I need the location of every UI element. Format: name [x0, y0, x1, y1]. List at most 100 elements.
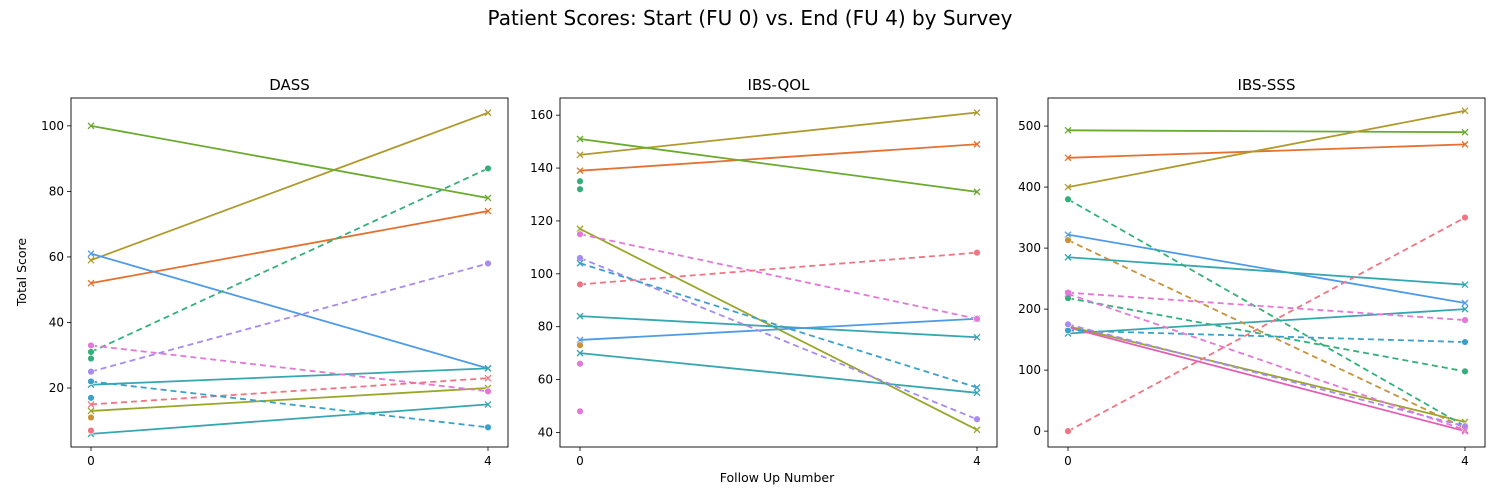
data-point-circle-marker	[1064, 236, 1072, 244]
data-point-x-marker	[1064, 290, 1072, 298]
data-point-x-marker	[1064, 126, 1072, 134]
series-line	[579, 317, 978, 341]
series-line	[579, 138, 978, 193]
x-tick-label: 0	[576, 454, 584, 468]
subplot-ibs-sss: IBS-SSS 0 100 200 300 400 500 0 4	[1018, 76, 1486, 468]
y-tick-label: 100	[41, 119, 64, 133]
data-point-x-marker	[1461, 281, 1469, 289]
y-tick-label: 400	[1018, 180, 1041, 194]
y-tick-label: 140	[530, 161, 553, 175]
figure-title: Patient Scores: Start (FU 0) vs. End (FU…	[488, 6, 1013, 30]
data-point-x-marker	[1064, 154, 1072, 162]
series-line	[1067, 216, 1466, 432]
series-line	[90, 252, 489, 370]
data-point-circle-marker	[1064, 326, 1072, 335]
data-point-x-marker	[576, 135, 584, 143]
series-line	[1067, 198, 1466, 428]
series-line	[90, 387, 489, 412]
data-point-x-marker	[87, 256, 95, 264]
data-point-circle-marker	[1064, 427, 1072, 435]
series-line	[579, 251, 978, 286]
axes-frame	[1047, 97, 1486, 448]
data-point-circle-marker	[973, 248, 981, 257]
x-tick-label: 4	[973, 454, 981, 468]
data-point-x-marker	[1461, 107, 1469, 115]
data-point-circle-marker	[484, 259, 492, 268]
data-point-x-marker	[576, 151, 584, 159]
series-line	[90, 344, 489, 393]
series-line	[1067, 291, 1466, 321]
y-axis-label: Total Score	[14, 238, 29, 307]
x-tick-label: 4	[484, 454, 492, 468]
series-line	[90, 262, 489, 373]
data-point-circle-marker	[1461, 338, 1469, 346]
data-point-x-marker	[973, 109, 981, 117]
data-point-circle-marker	[1461, 422, 1469, 430]
data-point-x-marker	[484, 109, 492, 117]
y-tick-label: 100	[530, 267, 553, 281]
data-point-circle-marker	[1461, 213, 1469, 222]
data-point-circle-marker	[87, 367, 95, 376]
series-line	[1067, 143, 1466, 159]
subplot-ibs-qol: IBS-QOL 40 60 80 100 120 140 160 0 4	[530, 76, 998, 468]
y-tick-label: 160	[530, 108, 553, 122]
single-data-point	[576, 341, 584, 349]
data-point-circle-marker	[576, 280, 584, 289]
data-point-x-marker	[576, 349, 584, 357]
data-point-x-marker	[484, 207, 492, 215]
x-tick-label: 0	[87, 454, 95, 468]
data-point-x-marker	[576, 225, 584, 233]
data-point-x-marker	[484, 364, 492, 372]
data-point-circle-marker	[1461, 316, 1469, 324]
data-point-x-marker	[1461, 128, 1469, 136]
series-line	[1067, 239, 1466, 429]
data-point-circle-marker	[1064, 195, 1072, 203]
subplot-dass: DASS 20 40 60 80 100 0 4	[41, 76, 509, 468]
data-point-x-marker	[1461, 305, 1469, 313]
single-data-point	[87, 413, 95, 422]
y-tick-label: 120	[530, 214, 553, 228]
series-line	[579, 352, 978, 394]
data-point-x-marker	[1064, 253, 1072, 261]
data-point-x-marker	[1064, 231, 1072, 239]
y-tick-label: 80	[538, 320, 553, 334]
subplot-title: IBS-SSS	[1238, 76, 1296, 94]
data-point-circle-marker	[484, 423, 492, 432]
data-point-x-marker	[87, 122, 95, 130]
series-line	[1067, 326, 1466, 433]
x-axis-label: Follow Up Number	[720, 470, 835, 485]
y-tick-label: 80	[49, 184, 64, 198]
data-point-x-marker	[973, 426, 981, 434]
data-point-x-marker	[1064, 183, 1072, 191]
data-point-x-marker	[87, 400, 95, 408]
y-tick-label: 0	[1033, 424, 1041, 438]
single-data-point	[87, 354, 95, 363]
series-line	[90, 367, 489, 386]
data-point-x-marker	[87, 407, 95, 415]
data-point-circle-marker	[87, 348, 95, 356]
data-point-x-marker	[576, 259, 584, 267]
series-line	[1067, 293, 1466, 431]
data-point-circle-marker	[973, 415, 981, 423]
x-tick-label: 0	[1064, 454, 1072, 468]
single-data-point	[87, 426, 95, 435]
data-point-x-marker	[484, 194, 492, 202]
single-data-point	[576, 407, 584, 416]
series-line	[90, 111, 489, 262]
data-point-x-marker	[1461, 426, 1469, 434]
data-point-circle-marker	[484, 387, 492, 395]
data-point-x-marker	[1461, 299, 1469, 307]
series-line	[1067, 109, 1466, 188]
series-line	[90, 210, 489, 285]
series-line	[90, 380, 489, 429]
series-line	[579, 315, 978, 339]
y-tick-label: 100	[1018, 363, 1041, 377]
data-point-circle-marker	[1064, 320, 1072, 329]
data-point-circle-marker	[576, 230, 584, 238]
series-line	[90, 403, 489, 435]
y-tick-label: 300	[1018, 241, 1041, 255]
series-line	[1067, 323, 1466, 428]
data-point-x-marker	[484, 374, 492, 382]
series-line	[90, 377, 489, 406]
data-point-x-marker	[973, 333, 981, 341]
